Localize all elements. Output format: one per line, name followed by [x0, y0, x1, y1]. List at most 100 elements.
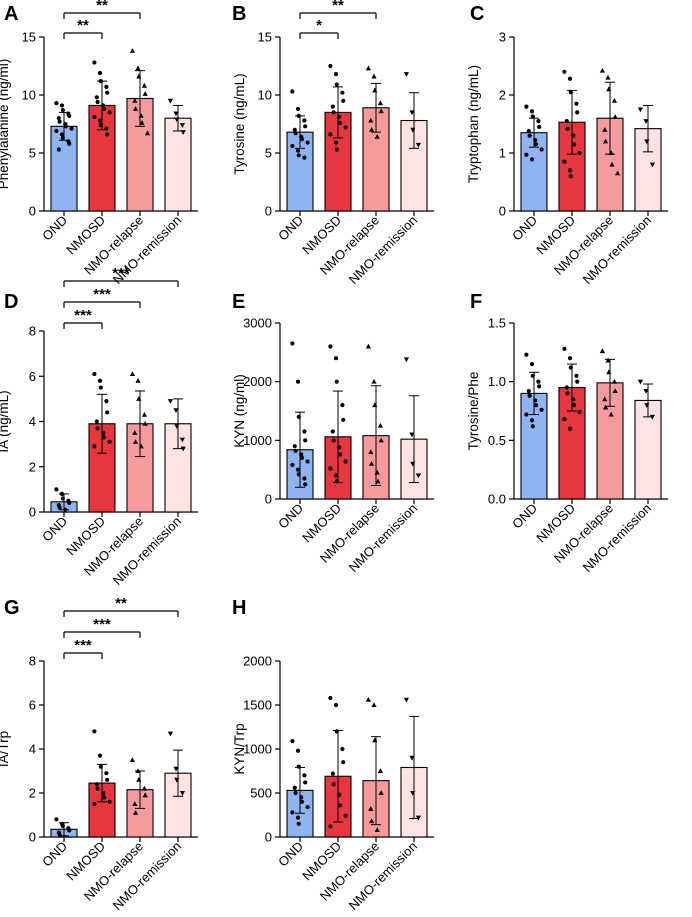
- data-point: [368, 806, 374, 811]
- data-point: [567, 356, 573, 361]
- significance-label: ***: [74, 307, 92, 324]
- data-point: [290, 143, 295, 149]
- data-point: [303, 124, 308, 129]
- data-point: [371, 378, 377, 384]
- data-point: [92, 371, 97, 377]
- data-point: [562, 346, 567, 351]
- data-point: [409, 110, 415, 116]
- data-point: [331, 782, 336, 787]
- significance-label: ***: [74, 637, 92, 654]
- data-point: [378, 108, 384, 114]
- data-point: [67, 113, 72, 118]
- y-tick-label: 5: [265, 146, 272, 161]
- y-tick-label: 500: [250, 786, 272, 801]
- data-point: [527, 133, 532, 138]
- data-point: [365, 696, 371, 702]
- y-tick-label: 0: [29, 830, 36, 845]
- data-point: [564, 385, 569, 390]
- x-tick-label: NMO-remission: [110, 514, 184, 588]
- data-point: [56, 116, 61, 121]
- data-point: [377, 422, 383, 428]
- data-point: [574, 373, 579, 378]
- data-point: [107, 439, 112, 444]
- data-point: [179, 437, 185, 443]
- data-point: [340, 90, 345, 95]
- data-point: [296, 821, 301, 826]
- data-point: [374, 827, 380, 832]
- data-point: [530, 424, 535, 429]
- data-point: [577, 150, 582, 156]
- panel-label: F: [470, 291, 482, 313]
- data-point: [135, 377, 141, 383]
- data-point: [54, 128, 59, 134]
- data-point: [334, 147, 339, 152]
- data-point: [375, 478, 381, 484]
- data-point: [602, 396, 608, 402]
- data-point: [365, 65, 371, 71]
- data-point: [57, 119, 62, 124]
- data-point: [92, 114, 97, 120]
- data-point: [67, 500, 72, 506]
- data-point: [643, 389, 649, 394]
- panel-h: H0500100015002000KYN/TrpONDNMOSDNMO-rela…: [232, 597, 434, 913]
- data-point: [305, 459, 310, 464]
- data-point: [599, 67, 605, 73]
- data-point: [343, 459, 348, 464]
- data-point: [403, 357, 409, 363]
- data-point: [136, 73, 142, 79]
- data-point: [343, 813, 348, 818]
- y-tick-label: 5: [29, 146, 36, 161]
- panel-label: G: [4, 597, 20, 619]
- data-point: [533, 403, 539, 408]
- data-point: [92, 444, 97, 449]
- y-tick-label: 0: [29, 204, 36, 219]
- data-point: [333, 702, 339, 708]
- data-point: [328, 63, 333, 69]
- data-point: [133, 439, 139, 444]
- x-tick-label: OND: [275, 213, 306, 244]
- x-tick-label: OND: [509, 501, 540, 532]
- significance-label: ***: [112, 265, 130, 282]
- data-point: [337, 452, 343, 457]
- data-point: [142, 91, 148, 96]
- x-tick-label: OND: [39, 839, 70, 870]
- data-point: [180, 446, 186, 452]
- y-tick-label: 2: [499, 88, 506, 103]
- data-point: [536, 119, 541, 124]
- data-point: [372, 737, 378, 743]
- x-tick-label: NMO-remission: [110, 839, 184, 913]
- data-point: [334, 82, 339, 87]
- x-tick-label: OND: [275, 501, 306, 532]
- data-point: [69, 126, 74, 131]
- data-point: [302, 155, 307, 160]
- y-axis-title: Tryptophan (ng/mL): [466, 65, 481, 183]
- data-point: [333, 473, 339, 478]
- data-point: [299, 799, 305, 804]
- data-point: [602, 127, 608, 132]
- data-point: [59, 132, 65, 137]
- y-tick-label: 0: [29, 505, 36, 520]
- data-point: [539, 147, 544, 152]
- x-tick-label: NMO-remission: [346, 501, 420, 575]
- y-tick-label: 1000: [243, 433, 272, 448]
- data-point: [145, 130, 151, 136]
- y-tick-label: 0.5: [488, 433, 506, 448]
- data-point: [302, 118, 307, 123]
- significance-label: ***: [93, 616, 111, 633]
- data-point: [340, 746, 345, 752]
- panel-label: A: [4, 3, 18, 25]
- data-point: [98, 385, 103, 390]
- data-point: [299, 455, 305, 461]
- data-point: [612, 388, 618, 394]
- significance-label: *: [316, 17, 322, 34]
- data-point: [328, 824, 333, 829]
- significance-label: **: [332, 0, 344, 14]
- data-point: [136, 777, 142, 782]
- bar-nmo-remission: [164, 117, 192, 212]
- data-point: [142, 420, 148, 426]
- data-point: [341, 417, 346, 422]
- data-point: [328, 132, 333, 137]
- y-tick-label: 8: [29, 324, 36, 339]
